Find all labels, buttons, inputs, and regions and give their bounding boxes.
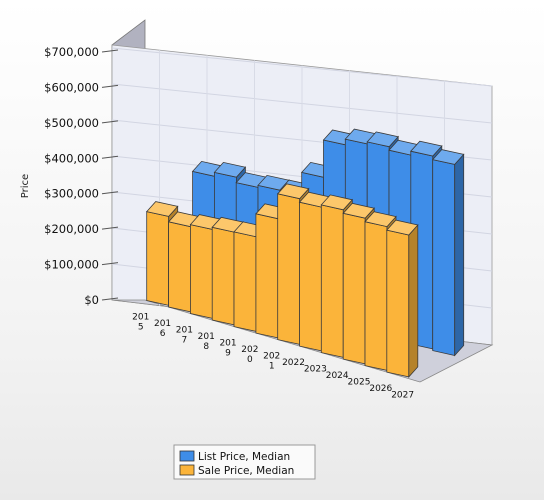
x-axis: 201 5 201 6 201 7 201 8 201 9 202 0 202 1 202220232024… [132,313,414,401]
bar-top [276,183,310,200]
y-tick [101,49,119,53]
y-tick [101,191,119,195]
bar-top [410,140,443,157]
bar-top [145,201,179,217]
y-tick-label: $100,000 [44,258,99,272]
x-tick-label: 201 9 [219,339,236,359]
bar-top [431,149,465,165]
x-tick-label: 2023 [304,365,327,375]
bar-top [364,211,397,228]
bar-front [189,224,213,319]
bar-front [364,221,388,371]
y-tick-label: $0 [84,293,99,307]
y-tick-label: $600,000 [44,80,99,94]
bar-front [146,211,170,306]
bar-front [211,226,235,326]
y-axis: $0 $100,000 $200,000 $300,000 $400,000 $500,0… [44,45,119,307]
y-tick [101,262,119,266]
legend-label: List Price, Median [198,451,290,463]
x-tick-label: 201 6 [154,319,171,339]
bar-front [299,201,322,352]
y-tick-label: $700,000 [44,45,99,59]
y-axis-title: Price [20,174,31,198]
y-tick [101,84,119,88]
legend: List Price, Median Sale Price, Median [173,444,316,480]
bar-top [386,219,419,236]
x-tick-label: 202 1 [263,352,280,372]
bars [145,128,465,378]
x-tick-label: 2027 [391,391,414,401]
y-tick [101,120,119,124]
x-tick-label: 2025 [348,378,371,388]
y-tick [101,226,119,230]
x-tick-label: 201 8 [198,332,215,352]
y-tick [101,297,119,301]
bar [386,219,419,378]
x-tick-label: 2022 [282,358,305,368]
bar-top [342,202,375,219]
bar-front [432,159,456,356]
y-tick-label: $500,000 [44,116,99,130]
x-tick-label: 201 7 [176,326,193,346]
bar-top [366,131,399,148]
legend-box [173,444,316,480]
bar-front [168,221,192,313]
bar-front [320,204,344,358]
bar-top [320,194,354,211]
x-tick-label: 2026 [369,384,392,394]
x-tick-label: 201 5 [132,313,149,333]
legend-swatch [179,464,195,476]
y-tick-label: $200,000 [44,222,99,236]
bar [431,149,465,357]
bar-front [386,229,410,378]
bar-side [454,153,465,357]
x-tick-label: 2024 [326,371,349,381]
y-tick-label: $400,000 [44,151,99,165]
bar-front [277,193,301,345]
bar-front [255,213,279,339]
y-tick [101,155,119,159]
bar-side [408,223,419,378]
bar-front [233,231,257,332]
y-tick-label: $300,000 [44,187,99,201]
legend-label: Sale Price, Median [198,465,294,477]
x-tick-label: 202 0 [241,345,258,365]
legend-swatch [179,450,195,462]
bar-top [213,161,247,178]
bar-front [342,212,366,365]
